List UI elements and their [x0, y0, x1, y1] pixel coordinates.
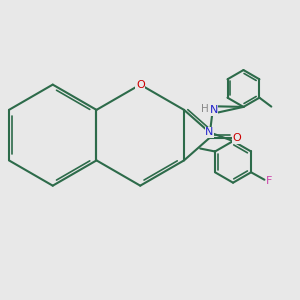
Text: O: O	[136, 80, 145, 90]
Text: N: N	[205, 127, 214, 137]
Text: N: N	[210, 105, 218, 115]
Text: O: O	[232, 133, 241, 143]
Text: H: H	[201, 104, 209, 114]
Text: F: F	[266, 176, 273, 186]
